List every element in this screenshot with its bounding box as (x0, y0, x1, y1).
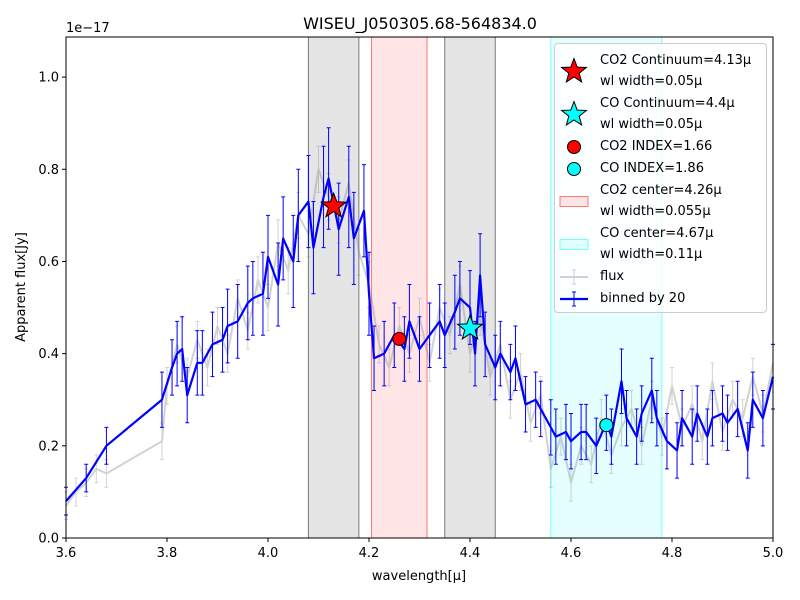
x-tick-label: 3.6 (56, 546, 77, 561)
error-bar (94, 454, 99, 484)
star-marker (560, 100, 588, 127)
circle-marker (567, 162, 581, 176)
x-axis-label: wavelength[μ] (372, 569, 466, 584)
legend-line (560, 269, 588, 285)
circle-marker (392, 331, 407, 346)
legend-label: CO center=4.67μ wl width=0.11μ (600, 226, 714, 262)
x-tick-label: 3.8 (157, 546, 178, 561)
y-tick-label: 0.2 (38, 439, 59, 454)
error-bar (558, 417, 563, 456)
legend-line (560, 291, 588, 307)
legend-label: binned by 20 (600, 291, 686, 306)
legend-span (559, 239, 589, 250)
continuum-span (307, 36, 360, 539)
x-tick-label: 4.2 (359, 546, 380, 561)
star-marker (456, 313, 484, 340)
x-tick-label: 4.4 (460, 546, 481, 561)
error-bar (316, 145, 321, 193)
legend-handles (559, 57, 589, 307)
error-bar (589, 445, 594, 484)
legend-label: CO2 Continuum=4.13μ wl width=0.05μ (600, 53, 752, 89)
y-tick-label: 0.0 (38, 532, 59, 547)
x-tick-label: 4.0 (258, 546, 279, 561)
series-line (65, 177, 775, 502)
y-offset-label: 1e−17 (66, 21, 110, 36)
y-axis-label: Apparent flux[Jy] (14, 232, 29, 342)
y-tick-label: 0.8 (38, 163, 59, 178)
legend-label: CO2 INDEX=1.66 (600, 139, 713, 154)
x-tick-label: 5.0 (763, 546, 784, 561)
legend-label: CO INDEX=1.86 (600, 161, 704, 176)
x-tick-label: 4.6 (561, 546, 582, 561)
legend-errbar (572, 269, 576, 285)
error-bar (670, 366, 674, 405)
center-span (371, 36, 428, 539)
error-bar (528, 403, 533, 442)
legend-label: CO Continuum=4.4μ wl width=0.05μ (600, 96, 735, 132)
y-tick-label: 0.4 (38, 347, 59, 362)
star-marker (560, 57, 588, 84)
y-tick-label: 0.6 (38, 255, 59, 270)
y-tick-label: 1.0 (38, 71, 59, 86)
legend: CO2 Continuum=4.13μ wl width=0.05μ CO Con… (554, 43, 767, 313)
plot-frame (65, 36, 774, 539)
chart-title: WISEU_J050305.68-564834.0 (303, 14, 537, 34)
circle-marker (599, 418, 614, 433)
legend-label: CO2 center=4.26μ wl width=0.055μ (600, 183, 722, 219)
error-bar (74, 477, 79, 507)
error-bar (659, 417, 664, 456)
series-1 (64, 127, 775, 516)
legend-errbar (572, 291, 576, 307)
x-tick-label: 4.8 (662, 546, 683, 561)
error-bar (215, 307, 220, 345)
circle-marker (567, 140, 581, 154)
legend-span (559, 196, 589, 207)
star-marker (319, 191, 348, 218)
legend-label: flux (600, 269, 625, 284)
